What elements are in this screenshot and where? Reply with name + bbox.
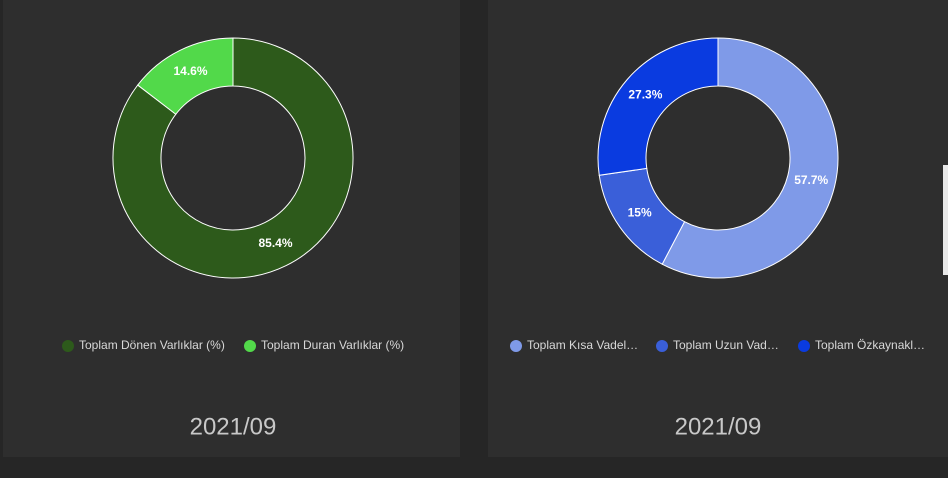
caption: 2021/09: [675, 413, 762, 440]
legend-label: Toplam Dönen Varlıklar (%): [79, 338, 225, 352]
data-label: 85.4%: [258, 236, 292, 250]
legend-label: Toplam Özkaynakl…: [815, 338, 925, 352]
legend-label: Toplam Duran Varlıklar (%): [261, 338, 404, 352]
donut-slice: [112, 37, 354, 279]
legend-marker: [62, 340, 74, 352]
data-label: 27.3%: [628, 87, 662, 101]
side-tab[interactable]: [943, 165, 948, 275]
legend-label: Toplam Uzun Vad…: [673, 338, 779, 352]
legend-label: Toplam Kısa Vadel…: [527, 338, 638, 352]
legend-marker: [656, 340, 668, 352]
legend-marker: [510, 340, 522, 352]
data-label: 15%: [628, 206, 652, 220]
donut-slice: [661, 37, 839, 279]
data-label: 57.7%: [794, 173, 828, 187]
caption: 2021/09: [190, 413, 277, 440]
data-label: 14.6%: [173, 64, 207, 78]
legend-marker: [798, 340, 810, 352]
donut-slice: [597, 37, 719, 176]
donut-slice: [137, 37, 234, 115]
legend-marker: [244, 340, 256, 352]
